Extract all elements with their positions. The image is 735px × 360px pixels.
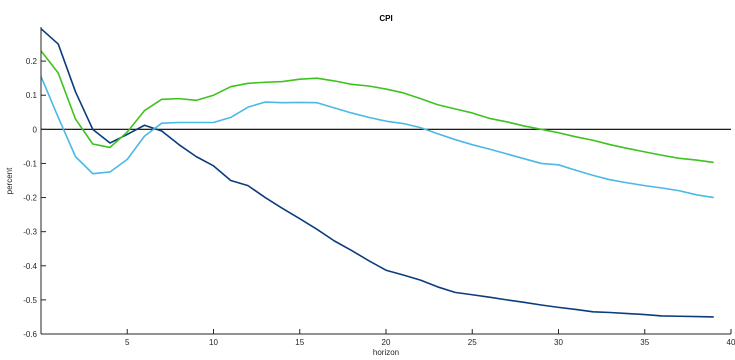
x-tick-label: 10 — [209, 338, 218, 347]
x-tick-label: 15 — [295, 338, 304, 347]
ticks-layer: 5 10 15 20 25 30 35 40 -0.6 -0.5 -0.4 -0.3 -0.2 -0.1 0… — [23, 57, 735, 347]
x-tick-label: 40 — [727, 338, 735, 347]
x-tick-label: 20 — [382, 338, 391, 347]
y-tick-label: -0.4 — [23, 262, 37, 271]
y-tick-label: 0 — [33, 125, 38, 134]
x-tick-label: 30 — [554, 338, 563, 347]
axes-layer — [40, 27, 731, 335]
y-axis-label: percent — [5, 167, 14, 194]
chart-title: CPI — [379, 14, 392, 23]
y-tick-label: 0.1 — [26, 91, 38, 100]
y-tick-label: -0.2 — [23, 194, 37, 203]
y-tick-label: 0.2 — [26, 57, 38, 66]
x-axis-label: horizon — [373, 348, 399, 357]
y-tick-label: -0.6 — [23, 330, 37, 339]
x-tick-label: 25 — [468, 338, 477, 347]
x-tick-label: 35 — [640, 338, 649, 347]
x-tick-label: 5 — [125, 338, 130, 347]
y-tick-label: -0.1 — [23, 159, 37, 168]
series-line-3 — [40, 76, 714, 199]
series-line-1 — [40, 28, 714, 318]
series-line-2 — [40, 50, 714, 164]
y-tick-label: -0.3 — [23, 228, 37, 237]
y-tick-label: -0.5 — [23, 296, 37, 305]
series-layer — [40, 28, 714, 318]
